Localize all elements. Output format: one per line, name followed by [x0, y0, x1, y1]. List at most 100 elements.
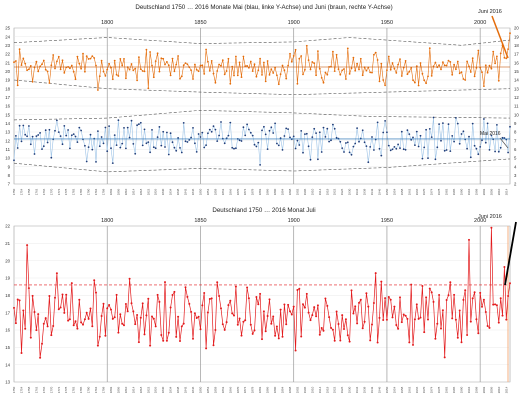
tick-label: 25	[5, 26, 10, 31]
data-point	[471, 57, 474, 60]
data-point	[255, 296, 258, 298]
data-point	[434, 337, 437, 340]
data-point	[266, 148, 269, 151]
data-point	[85, 160, 88, 163]
data-point	[263, 61, 265, 64]
data-point	[97, 130, 99, 133]
tick-label: 1762	[34, 188, 38, 195]
data-point	[16, 298, 19, 301]
tick-label: 1750	[12, 188, 16, 195]
data-point	[42, 59, 45, 62]
data-point	[104, 334, 107, 337]
data-point	[363, 141, 366, 144]
data-point	[453, 293, 456, 296]
data-point	[277, 337, 280, 340]
tick-label: 2010	[497, 386, 501, 393]
data-point	[275, 325, 278, 328]
data-point	[371, 71, 373, 74]
data-point	[386, 131, 388, 134]
tick-label: 1882	[258, 386, 262, 393]
tick-label: 1786	[79, 386, 83, 393]
data-point	[194, 142, 196, 145]
tick-label: 1778	[64, 188, 68, 195]
data-point	[283, 69, 286, 72]
tick-label: 18	[5, 293, 10, 298]
tick-label: 7	[514, 138, 517, 143]
data-point	[257, 69, 260, 72]
tick-label: 15	[5, 112, 10, 117]
tick-label: 1962	[407, 386, 411, 393]
data-point	[97, 89, 99, 91]
annotation-june-2016: Juni 2016	[478, 9, 509, 59]
data-point	[268, 74, 271, 76]
data-point	[100, 59, 103, 62]
data-point	[304, 68, 306, 71]
data-point	[143, 70, 146, 73]
data-point	[369, 146, 372, 148]
data-point	[106, 307, 109, 310]
data-point	[346, 334, 349, 337]
tick-label: 1900	[288, 20, 300, 26]
data-point	[290, 313, 293, 316]
data-point	[246, 286, 249, 289]
data-point	[78, 126, 81, 129]
data-point	[393, 67, 396, 70]
data-point	[468, 135, 470, 138]
data-point	[406, 73, 409, 76]
data-point	[442, 61, 444, 64]
tick-label: 1990	[460, 386, 464, 393]
tick-label: 1998	[474, 386, 478, 393]
data-point	[315, 74, 317, 77]
data-point	[52, 325, 55, 327]
tick-label: 14	[5, 121, 10, 126]
data-point	[113, 59, 116, 62]
data-point	[339, 140, 342, 143]
data-point	[298, 57, 301, 60]
data-point	[102, 302, 105, 305]
data-point	[384, 297, 387, 300]
data-point	[126, 310, 129, 313]
mean-reference-line	[14, 226, 510, 382]
data-point	[93, 279, 96, 282]
data-point	[356, 62, 358, 65]
data-point	[290, 60, 293, 63]
tick-label: 14	[5, 362, 10, 367]
data-point	[332, 50, 334, 53]
data-point	[387, 296, 390, 298]
tick-label: 1954	[392, 188, 396, 195]
data-point	[483, 118, 485, 120]
data-point	[309, 68, 312, 71]
data-point	[469, 71, 472, 73]
data-point	[421, 72, 424, 75]
data-point	[440, 139, 442, 142]
data-point	[413, 318, 416, 321]
data-point	[29, 336, 32, 339]
tick-label: 1790	[87, 188, 91, 195]
data-point	[412, 79, 414, 81]
july-chart: Deutschland 1750 … 2016 Monat Juli 1800 1…	[5, 207, 517, 393]
data-point	[50, 334, 53, 337]
data-point	[83, 318, 86, 321]
data-point	[13, 61, 15, 64]
data-point	[466, 60, 468, 63]
data-point	[212, 72, 215, 75]
data-point	[367, 305, 370, 308]
tick-label: 1810	[124, 188, 128, 195]
data-point	[229, 82, 232, 85]
tick-label: 1770	[49, 188, 53, 195]
data-point	[147, 297, 150, 300]
data-point	[373, 53, 375, 56]
tick-label: 1866	[228, 386, 232, 393]
data-point	[410, 67, 413, 69]
data-point	[240, 140, 243, 142]
data-point	[384, 84, 386, 87]
data-point	[492, 303, 495, 306]
data-point	[455, 68, 457, 71]
data-point	[56, 119, 58, 122]
tick-label: 1874	[243, 188, 247, 195]
data-point	[166, 131, 168, 134]
data-point	[277, 83, 280, 86]
data-point	[177, 137, 180, 139]
data-point	[236, 323, 239, 326]
data-point	[391, 148, 394, 151]
